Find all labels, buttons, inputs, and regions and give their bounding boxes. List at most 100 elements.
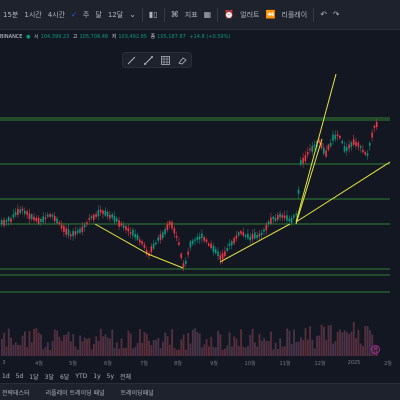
candle-body [49, 213, 51, 217]
interval-1h[interactable]: 1시간 [24, 10, 42, 19]
volume-bar [228, 332, 231, 356]
candle-body [320, 142, 323, 149]
chart-canvas[interactable] [0, 44, 390, 364]
volume-bar [290, 344, 293, 356]
candle-body [254, 232, 256, 239]
candle-body [212, 245, 215, 252]
candle-body [145, 249, 148, 255]
candle-body [281, 214, 284, 218]
candle-body [362, 149, 364, 152]
range-all[interactable]: 전체 [120, 373, 132, 381]
candle-body [247, 233, 249, 239]
candle-body [196, 237, 199, 240]
tab-trading-panel[interactable]: 트레이딩패널 [120, 389, 154, 397]
candle-body [90, 216, 93, 219]
candle-body [42, 216, 44, 223]
alert-icon[interactable]: ⏰ [224, 10, 235, 19]
volume-bar [125, 347, 127, 356]
interval-week[interactable]: 주 [82, 10, 90, 19]
volume-bar [336, 331, 339, 356]
interval-day-icon[interactable]: ✓ [71, 10, 77, 19]
range-5d[interactable]: 5d [15, 372, 24, 380]
time-axis[interactable]: 3 4월 5월 6월 7월 8월 9월 10월 11월 12월 2025 2월 [0, 357, 391, 369]
interval-4h[interactable]: 4시간 [47, 10, 66, 19]
replay-icon[interactable]: ⏪ [265, 10, 276, 19]
candle-body [274, 217, 277, 221]
candle-body [70, 234, 72, 237]
volume-bar [44, 346, 47, 356]
trend-line-icon[interactable] [143, 54, 155, 66]
pointer-icon[interactable] [126, 54, 138, 66]
undo-icon[interactable]: ↶ [320, 10, 327, 19]
candle-body [221, 253, 224, 260]
candle-body [28, 213, 31, 219]
toolbar-divider [313, 7, 315, 22]
range-6m[interactable]: 6달 [59, 373, 70, 381]
volume-bar [164, 332, 167, 356]
candle-body [323, 147, 325, 154]
volume-bar [86, 338, 88, 356]
redo-icon[interactable]: ↷ [332, 10, 340, 19]
interval-menu[interactable]: 12달 [107, 10, 124, 19]
high-value: 105,708.48 [79, 34, 109, 40]
eraser-icon[interactable] [177, 54, 189, 66]
candle-body [185, 260, 187, 264]
volume-bar [93, 343, 95, 356]
volume-bar [173, 347, 176, 356]
candle-body [371, 132, 373, 138]
candle-body [1, 220, 3, 225]
range-1y[interactable]: 1y [93, 372, 101, 380]
volume-bar [56, 330, 58, 356]
range-1d[interactable]: 1d [2, 372, 10, 380]
volume-bar [300, 337, 302, 356]
ohlc-infobar: BINANCE ● 시 104,399.23 고 105,708.48 저 103,4… [0, 31, 400, 43]
range-3m[interactable]: 3달 [44, 373, 54, 381]
candle-body [72, 230, 74, 237]
candle-body [270, 217, 272, 224]
chart-type-icon[interactable]: ▮▯ [148, 10, 158, 19]
tab-replay-trading-panel[interactable]: 리플레이 트레이딩 패널 [45, 389, 105, 397]
volume-bar [168, 344, 171, 356]
scroll-to-realtime-icon[interactable]: » [371, 345, 380, 354]
volume-bar [302, 339, 305, 356]
volume-bar [242, 346, 245, 356]
candle-body [104, 210, 107, 216]
candle-body [10, 218, 12, 223]
layout-icon[interactable]: ▦ [203, 10, 212, 19]
candle-body [44, 217, 47, 220]
volume-bar [104, 334, 107, 356]
volume-bar [182, 334, 185, 356]
range-ytd[interactable]: YTD [75, 372, 88, 380]
interval-15m[interactable]: 15분 [3, 10, 19, 19]
candle-body [352, 139, 355, 145]
indicators-button[interactable]: 지표 [184, 10, 198, 19]
candle-body [83, 225, 86, 228]
candle-body [17, 208, 19, 215]
chevron-down-icon[interactable]: ⌄ [129, 10, 136, 19]
volume-bar [76, 349, 79, 356]
volume-bar [63, 335, 65, 356]
indicators-icon[interactable]: ⌘ [170, 10, 179, 19]
price-scale[interactable] [390, 44, 400, 364]
alert-button[interactable]: 얼러트 [240, 10, 260, 19]
volume-bar [3, 332, 6, 356]
volume-bar [95, 336, 98, 356]
tab-strategy-tester[interactable]: 전략테스터 [2, 389, 30, 397]
volume-bar [187, 333, 190, 356]
grid-icon[interactable] [160, 54, 172, 66]
candle-body [295, 213, 297, 216]
volume-bar [316, 335, 318, 356]
volume-bar [139, 329, 141, 356]
interval-month[interactable]: 달 [95, 10, 102, 19]
candle-body [113, 215, 116, 222]
volume-bar [327, 325, 330, 356]
candle-body [343, 146, 346, 152]
range-5y[interactable]: 5y [106, 372, 115, 380]
candle-body [132, 229, 134, 236]
replay-button[interactable]: 리플레이 [281, 10, 308, 19]
price-chart[interactable] [0, 44, 390, 364]
candle-body [242, 232, 245, 236]
range-1m[interactable]: 1달 [29, 373, 39, 381]
volume-bar [279, 338, 282, 356]
volume-bar [359, 343, 362, 356]
